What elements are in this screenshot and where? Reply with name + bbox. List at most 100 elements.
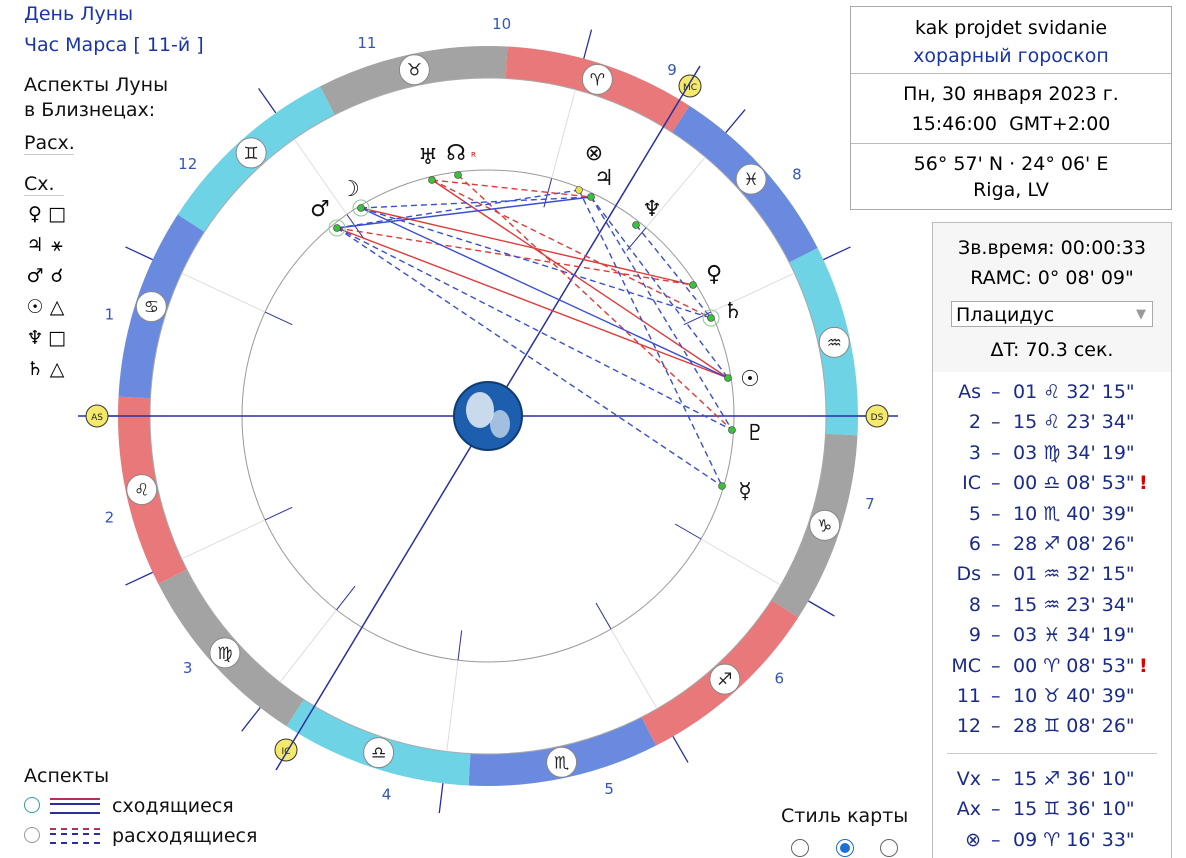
house-number: 8 [792, 166, 802, 184]
point-name: Vx [956, 768, 981, 790]
house-cusp-inner [551, 89, 576, 179]
cusp-value: 00 ♎ 08' 53" [1013, 472, 1135, 495]
planet-dot [724, 374, 732, 382]
house-cusp-inner [181, 519, 266, 560]
planet-sun-icon: ☉ [740, 367, 760, 392]
house-cusp-mark [683, 311, 712, 326]
planet-symbol: ♆ [26, 327, 44, 349]
house-number: 9 [667, 61, 677, 79]
house-cusp-outer [672, 736, 689, 763]
planet-symbol: ♀ [28, 203, 42, 225]
chevron-down-icon: ▼ [1136, 307, 1146, 322]
house-number: 5 [604, 780, 614, 798]
sign-badge [135, 291, 167, 323]
aspect-symbol: ⚹ [51, 234, 63, 256]
zodiac-sign-icon: ♎ [371, 744, 386, 764]
sign-badge [235, 137, 267, 169]
planet-dot [575, 186, 583, 194]
sign-badge [398, 54, 430, 86]
aspect-line [336, 196, 592, 229]
moon-aspect-row: ♃ ⚹ [24, 234, 68, 256]
planet-symbol: ♂ [26, 265, 44, 287]
aspect-symbol: □ [48, 327, 66, 349]
moon-aspect-row: ♂ ☌ [24, 265, 68, 287]
planet-dot [587, 193, 595, 201]
point-value: 15 ♊ 36' 10" [1013, 798, 1135, 821]
sign-badge [546, 746, 578, 778]
moon-day-link[interactable]: День Луны [24, 3, 134, 25]
cusp-name: 6 [968, 533, 981, 555]
aspect-line [578, 189, 723, 487]
planet-pluto-icon: ♇ [745, 421, 765, 446]
house-cusp-mark [264, 506, 293, 521]
moon-aspect-row: ♆ □ [24, 327, 68, 349]
chart-style-radio-1[interactable] [791, 839, 809, 857]
house-cusp-mark [457, 630, 463, 661]
point-name: ⊗ [965, 828, 981, 851]
planet-symbol: ☉ [26, 296, 44, 318]
chart-style-label: Стиль карты [781, 805, 909, 827]
aspect-line [431, 179, 729, 379]
house-cusp-mark [626, 227, 647, 251]
moon-aspect-row: ☉ △ [24, 296, 68, 318]
planet-neptune-icon: ♆ [642, 197, 662, 222]
globe-icon [453, 381, 523, 451]
planet-ring [702, 309, 720, 327]
aspect-line [360, 207, 694, 286]
planet-jupiter-icon: ♃ [594, 166, 614, 191]
cusp-name: 8 [968, 593, 981, 616]
angle-label: MC [683, 83, 697, 93]
moon-aspect-row: ♀ □ [24, 203, 68, 225]
aspect-line [336, 189, 580, 229]
house-cusp-outer [125, 571, 153, 586]
aspect-line [360, 207, 729, 379]
aspect-line [360, 207, 712, 319]
ramc-value: RAMC: 0° 08' 09" [970, 267, 1134, 289]
planet-mercury-icon: ☿ [738, 479, 752, 504]
retrograde-mark: R [471, 151, 476, 159]
applying-lines-icon [50, 798, 100, 814]
house-cusp-mark [674, 523, 702, 540]
moon-hour-link[interactable]: Час Марса [ 11-й ] [24, 34, 204, 56]
angle-label: AS [91, 413, 103, 423]
planet-dot [707, 314, 715, 322]
zodiac-sign-icon: ♈ [590, 70, 605, 90]
house-number: 11 [357, 34, 376, 52]
sidereal-box: Зв.время: 00:00:33 RAMC: 0° 08' 09" Плац… [932, 222, 1172, 374]
cusp-name: 9 [968, 624, 981, 647]
cusp-name: 5 [968, 502, 981, 525]
aspect-line [457, 174, 733, 431]
point-value: 09 ♈ 16' 33" [1013, 828, 1135, 851]
planet-node-icon: ☊ [446, 141, 466, 166]
chart-style-radio-3[interactable] [880, 839, 898, 857]
house-cusp-inner [181, 272, 266, 313]
house-cusp-inner [710, 272, 795, 313]
chart-type-link[interactable]: хорарный гороскоп [913, 45, 1109, 67]
sidereal-time: Зв.время: 00:00:33 [958, 237, 1146, 259]
aspect-line [590, 196, 729, 379]
moon-aspects-sign: в Близнецах: [24, 99, 156, 121]
cusp-value: 10 ♉ 40' 39" [1013, 685, 1135, 707]
planet-symbol: ♄ [26, 358, 44, 380]
chart-style-radio-2[interactable] [836, 839, 854, 857]
planet-fortune-icon: ⊗ [585, 141, 603, 166]
cusp-value: 03 ♍ 34' 19" [1013, 441, 1135, 464]
zodiac-sign-icon: ♋ [144, 298, 159, 318]
point-name: Ax [956, 798, 981, 821]
horary-chart-wheel: ♉♈♓♒♑♐♏♎♍♌♋♊109876543211211ASDSMCIC☽♂♅☊R… [78, 15, 898, 814]
cusp-name: Ds [956, 563, 981, 586]
house-cusp-outer [725, 109, 746, 133]
house-number: 3 [183, 659, 193, 677]
house-system-select[interactable]: Плацидус ▼ [951, 301, 1153, 327]
sign-badge [709, 663, 741, 695]
sign-badge [809, 509, 841, 541]
house-cusp-outer [438, 783, 444, 814]
house-cusp-outer [241, 707, 261, 732]
house-cusp-mark [346, 214, 365, 240]
cusps-divider [947, 753, 1157, 754]
house-system-value: Плацидус [956, 304, 1055, 326]
planet-dot [632, 221, 640, 229]
sign-badge [818, 326, 850, 358]
aspect-line [336, 227, 733, 431]
sign-badge [581, 63, 613, 95]
